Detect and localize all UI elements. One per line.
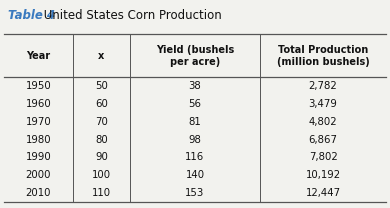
- Text: 7,802: 7,802: [308, 152, 337, 162]
- Text: 38: 38: [189, 81, 201, 91]
- Text: 1960: 1960: [25, 99, 51, 109]
- Text: 12,447: 12,447: [305, 188, 340, 198]
- Text: 80: 80: [95, 135, 108, 145]
- Text: 90: 90: [95, 152, 108, 162]
- Text: 100: 100: [92, 170, 111, 180]
- Text: 3,479: 3,479: [308, 99, 337, 109]
- Text: 140: 140: [185, 170, 205, 180]
- Text: Table 4: Table 4: [9, 9, 56, 22]
- Text: Yield (bushels
per acre): Yield (bushels per acre): [156, 45, 234, 67]
- Text: 6,867: 6,867: [308, 135, 337, 145]
- Text: 56: 56: [188, 99, 202, 109]
- Text: 153: 153: [185, 188, 205, 198]
- Text: 4,802: 4,802: [309, 117, 337, 127]
- Text: 116: 116: [185, 152, 205, 162]
- Text: 60: 60: [95, 99, 108, 109]
- Text: 70: 70: [95, 117, 108, 127]
- Text: Total Production
(million bushels): Total Production (million bushels): [277, 45, 369, 67]
- Text: 1970: 1970: [25, 117, 51, 127]
- Text: 10,192: 10,192: [305, 170, 340, 180]
- Text: 50: 50: [95, 81, 108, 91]
- Text: 1980: 1980: [25, 135, 51, 145]
- Text: 81: 81: [189, 117, 201, 127]
- Text: 1950: 1950: [25, 81, 51, 91]
- Text: United States Corn Production: United States Corn Production: [40, 9, 222, 22]
- Text: 110: 110: [92, 188, 111, 198]
- Text: 2,782: 2,782: [308, 81, 337, 91]
- Text: 98: 98: [188, 135, 202, 145]
- Text: 2010: 2010: [26, 188, 51, 198]
- Text: 1990: 1990: [25, 152, 51, 162]
- Text: x: x: [98, 51, 105, 61]
- Text: 2000: 2000: [26, 170, 51, 180]
- Text: Year: Year: [26, 51, 50, 61]
